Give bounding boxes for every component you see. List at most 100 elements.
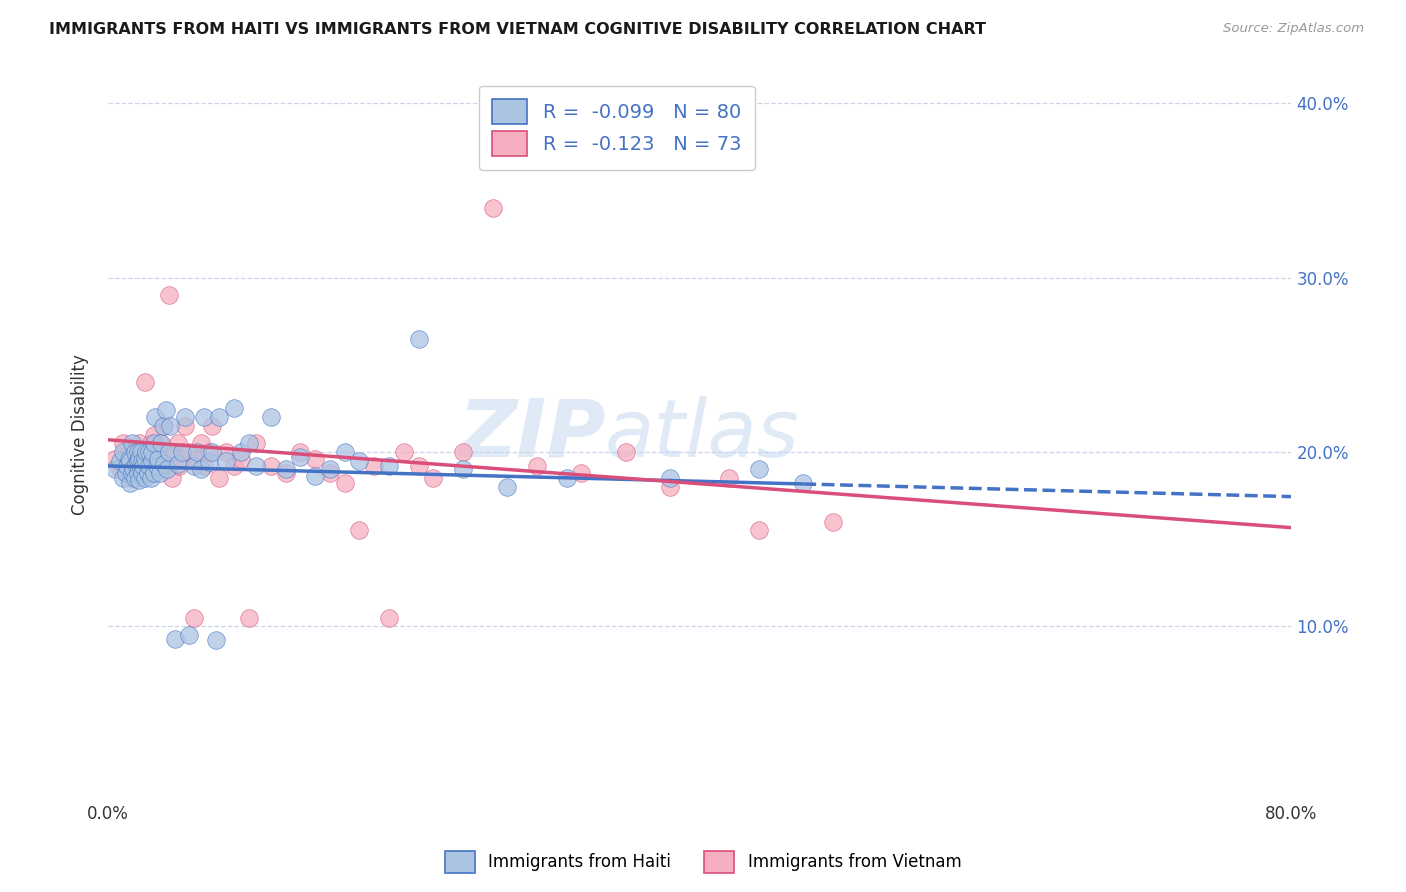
Point bbox=[614, 445, 637, 459]
Point bbox=[349, 524, 371, 538]
Point bbox=[128, 473, 150, 487]
Point bbox=[152, 452, 174, 467]
Point bbox=[124, 458, 146, 473]
Point bbox=[215, 445, 238, 459]
Point bbox=[150, 436, 173, 450]
Point bbox=[378, 458, 401, 473]
Point bbox=[170, 452, 193, 467]
Point bbox=[153, 418, 176, 433]
Legend: Immigrants from Haiti, Immigrants from Vietnam: Immigrants from Haiti, Immigrants from V… bbox=[439, 845, 967, 880]
Point bbox=[174, 418, 197, 433]
Point bbox=[150, 458, 173, 473]
Point bbox=[127, 466, 149, 480]
Point bbox=[231, 452, 253, 467]
Point bbox=[111, 445, 134, 459]
Point bbox=[183, 610, 205, 624]
Point bbox=[114, 466, 136, 480]
Point bbox=[290, 445, 312, 459]
Point bbox=[142, 436, 165, 450]
Point bbox=[131, 452, 153, 467]
Point bbox=[208, 410, 231, 425]
Point bbox=[451, 445, 474, 459]
Point bbox=[163, 632, 186, 646]
Point bbox=[555, 471, 578, 485]
Point bbox=[274, 462, 297, 476]
Point bbox=[146, 445, 169, 459]
Point bbox=[290, 450, 312, 465]
Point bbox=[157, 445, 180, 459]
Text: IMMIGRANTS FROM HAITI VS IMMIGRANTS FROM VIETNAM COGNITIVE DISABILITY CORRELATIO: IMMIGRANTS FROM HAITI VS IMMIGRANTS FROM… bbox=[49, 22, 986, 37]
Point bbox=[127, 445, 149, 459]
Point bbox=[142, 466, 165, 480]
Point bbox=[138, 445, 160, 459]
Point bbox=[146, 458, 169, 473]
Point bbox=[422, 471, 444, 485]
Point bbox=[121, 471, 143, 485]
Point bbox=[136, 466, 159, 480]
Point bbox=[208, 471, 231, 485]
Point bbox=[104, 452, 127, 467]
Point bbox=[108, 462, 131, 476]
Point bbox=[200, 445, 222, 459]
Point bbox=[526, 458, 548, 473]
Point bbox=[190, 436, 212, 450]
Point bbox=[408, 332, 430, 346]
Point bbox=[166, 457, 188, 471]
Text: Source: ZipAtlas.com: Source: ZipAtlas.com bbox=[1223, 22, 1364, 36]
Point bbox=[118, 445, 141, 459]
Point bbox=[363, 458, 385, 473]
Point bbox=[792, 476, 814, 491]
Point bbox=[163, 445, 186, 459]
Point bbox=[319, 466, 342, 480]
Text: ZIP: ZIP bbox=[458, 395, 605, 474]
Point bbox=[222, 401, 245, 416]
Point bbox=[166, 436, 188, 450]
Point bbox=[156, 445, 179, 459]
Point bbox=[129, 445, 152, 459]
Point bbox=[200, 418, 222, 433]
Point bbox=[120, 453, 142, 467]
Point bbox=[118, 452, 141, 467]
Point bbox=[179, 628, 201, 642]
Point bbox=[138, 445, 160, 459]
Point bbox=[451, 462, 474, 476]
Point bbox=[156, 462, 179, 476]
Point bbox=[111, 436, 134, 450]
Point bbox=[748, 524, 770, 538]
Point bbox=[333, 476, 356, 491]
Point bbox=[748, 462, 770, 476]
Point bbox=[408, 458, 430, 473]
Point bbox=[238, 610, 260, 624]
Point bbox=[186, 452, 208, 467]
Point bbox=[1369, 524, 1392, 538]
Point bbox=[659, 480, 682, 494]
Point bbox=[135, 458, 157, 473]
Point bbox=[260, 458, 283, 473]
Point bbox=[190, 462, 212, 476]
Point bbox=[174, 410, 197, 425]
Point bbox=[127, 445, 149, 459]
Point bbox=[167, 458, 190, 473]
Point bbox=[129, 458, 152, 473]
Point bbox=[179, 445, 201, 459]
Point bbox=[136, 452, 159, 467]
Point bbox=[238, 436, 260, 450]
Point bbox=[120, 453, 142, 467]
Point bbox=[142, 427, 165, 442]
Point bbox=[121, 436, 143, 450]
Text: atlas: atlas bbox=[605, 395, 800, 474]
Point bbox=[128, 436, 150, 450]
Point bbox=[183, 458, 205, 473]
Point bbox=[149, 466, 172, 480]
Point bbox=[134, 376, 156, 390]
Point bbox=[122, 460, 145, 475]
Point bbox=[159, 458, 181, 473]
Point bbox=[127, 453, 149, 467]
Point bbox=[718, 471, 741, 485]
Point bbox=[496, 480, 519, 494]
Point bbox=[141, 453, 163, 467]
Point bbox=[304, 452, 326, 467]
Point bbox=[245, 436, 267, 450]
Point bbox=[260, 410, 283, 425]
Point bbox=[124, 445, 146, 459]
